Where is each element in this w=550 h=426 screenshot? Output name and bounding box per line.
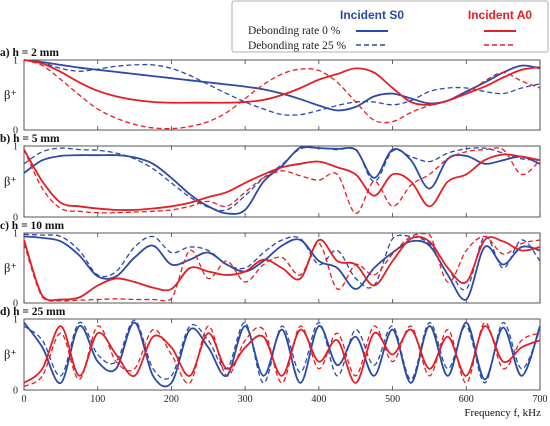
y-tick-label: 0 bbox=[13, 213, 18, 224]
y-tick-label: 1 bbox=[13, 56, 18, 67]
panel-1: 0 1 β⁺ a) h = 2 mm bbox=[0, 47, 541, 137]
y-tick-label: 0 bbox=[13, 386, 18, 397]
y-tick-label: 0 bbox=[13, 126, 18, 137]
x-axis-label: Frequency f, kHz bbox=[464, 407, 541, 419]
series-line-1 bbox=[23, 321, 541, 388]
series-line-3 bbox=[23, 59, 541, 106]
series-line-3 bbox=[23, 149, 541, 211]
legend-rate-25: Debonding rate 25 % bbox=[248, 40, 346, 52]
x-tick-label: 300 bbox=[238, 394, 253, 405]
legend: Incident S0 Incident A0 Debonding rate 0… bbox=[231, 0, 549, 53]
panel-label: d) h = 25 mm bbox=[0, 306, 66, 318]
x-tick-label: 100 bbox=[90, 394, 105, 405]
y-axis-label: β⁺ bbox=[4, 88, 17, 102]
series-line-2 bbox=[23, 319, 541, 384]
legend-box bbox=[231, 0, 549, 53]
y-axis-label: β⁺ bbox=[4, 261, 17, 275]
panel-frame bbox=[23, 318, 541, 391]
series-line-4 bbox=[23, 232, 541, 302]
panel-frame bbox=[23, 59, 541, 131]
x-tick-label: 200 bbox=[164, 394, 179, 405]
y-tick-label: 1 bbox=[13, 142, 18, 153]
panel-label: c) h = 10 mm bbox=[0, 220, 64, 232]
y-axis-label: β⁺ bbox=[4, 348, 17, 362]
panel-label: a) h = 2 mm bbox=[0, 47, 59, 59]
legend-rate-0: Debonding rate 0 % bbox=[248, 25, 341, 37]
series-line-2 bbox=[23, 146, 541, 212]
series-line-3 bbox=[23, 235, 541, 302]
panel-frame bbox=[23, 145, 541, 218]
series-line-1 bbox=[23, 145, 541, 215]
panel-label: b) h = 5 mm bbox=[0, 133, 60, 145]
series-line-4 bbox=[23, 147, 541, 215]
x-tick-label: 0 bbox=[22, 394, 27, 405]
y-axis-label: β⁺ bbox=[4, 175, 17, 189]
legend-incident-a0: Incident A0 bbox=[468, 8, 533, 22]
panel-frame bbox=[23, 232, 541, 304]
y-tick-label: 0 bbox=[13, 299, 18, 310]
x-tick-label: 600 bbox=[459, 394, 474, 405]
x-tick-label: 400 bbox=[311, 394, 326, 405]
x-tick-label: 500 bbox=[385, 394, 400, 405]
y-tick-label: 1 bbox=[13, 315, 18, 326]
series-line-1 bbox=[23, 235, 541, 301]
x-tick-label: 700 bbox=[533, 394, 548, 405]
series-line-2 bbox=[23, 59, 541, 116]
series-line-3 bbox=[23, 325, 541, 384]
y-tick-label: 1 bbox=[13, 229, 18, 240]
series-line-1 bbox=[23, 59, 541, 112]
panel-3: 0 1 β⁺ c) h = 10 mm bbox=[0, 220, 541, 310]
series-line-4 bbox=[23, 321, 541, 387]
series-line-4 bbox=[23, 59, 541, 130]
panel-4: 0 1 β⁺ d) h = 25 mm 0 100 200 300 400 500 600 700 bbox=[0, 306, 548, 405]
panel-2: 0 1 β⁺ b) h = 5 mm bbox=[0, 133, 541, 224]
legend-incident-s0: Incident S0 bbox=[340, 8, 404, 22]
series-line-2 bbox=[23, 233, 541, 291]
